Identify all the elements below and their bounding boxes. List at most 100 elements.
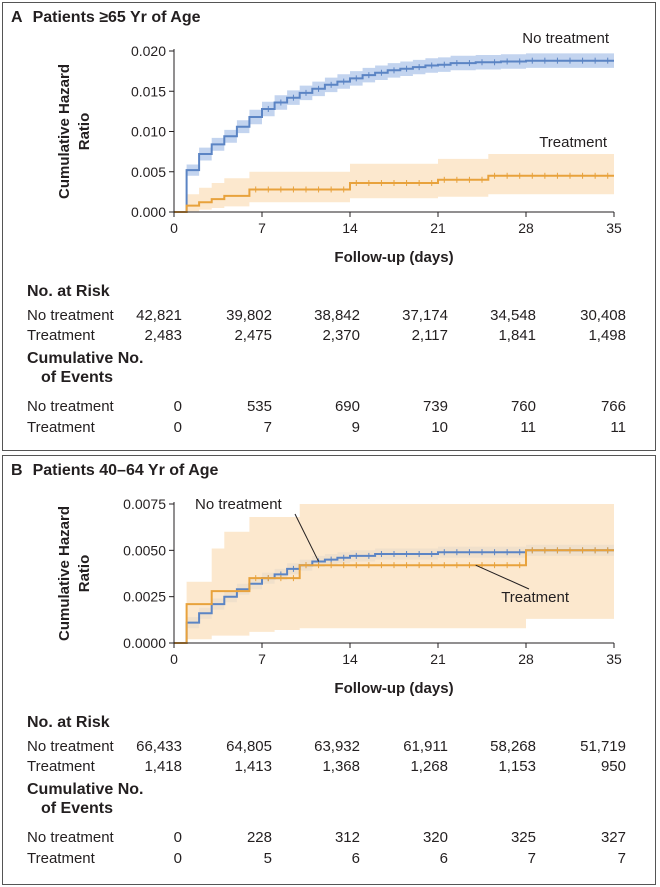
panel-a-risk-row-treatment: Treatment 2,483 2,475 2,370 2,117 1,841 1,498 xyxy=(3,327,657,347)
panel-b-events-row-treatment-label: Treatment xyxy=(27,850,95,867)
panel-b-events-row-no-treatment: No treatment 0 228 312 320 325 327 xyxy=(3,829,657,849)
panel-a-events-row-no-treatment: No treatment 0 535 690 739 760 766 xyxy=(3,398,657,418)
panel-a-risk-row-no-treatment-cell: 38,842 xyxy=(314,307,360,324)
panel-a-risk-row-treatment-cell: 2,475 xyxy=(234,327,272,344)
panel-a-no-treatment-censor-marks xyxy=(267,57,609,112)
panel-b-risk-row-treatment-cell: 1,268 xyxy=(410,758,448,775)
panel-b-treatment-ci-band xyxy=(174,504,614,643)
panel-a-risk-row-treatment-cell: 2,117 xyxy=(411,327,448,344)
panel-a-events-row-no-treatment-label: No treatment xyxy=(27,398,114,415)
panel-b-x-tick-label: 21 xyxy=(430,651,446,667)
panel-a-risk-row-treatment-cell: 1,841 xyxy=(498,327,536,344)
panel-a-events-table-header-2: of Events xyxy=(41,369,114,386)
panel-b-letter: B xyxy=(11,462,23,479)
panel-a-title-text: Patients ≥65 Yr of Age xyxy=(32,9,201,26)
panel-b-events-row-no-treatment-cell: 325 xyxy=(510,829,536,846)
panel-b-x-tick-label: 28 xyxy=(518,651,534,667)
panel-b-events-table-header-1: Cumulative No. xyxy=(27,781,144,798)
panel-b-risk-row-treatment-cell: 950 xyxy=(600,758,626,775)
panel-b-y-tick-label: 0.0075 xyxy=(123,496,166,512)
panel-b-risk-row-treatment-cell: 1,418 xyxy=(144,758,182,775)
panel-b-events-row-treatment-cell: 0 xyxy=(173,850,182,867)
panel-a-risk-row-treatment-cell: 2,483 xyxy=(144,327,182,344)
panel-b-x-tick-label: 35 xyxy=(606,651,622,667)
panel-b-events-row-treatment-cell: 5 xyxy=(263,850,272,867)
panel-b-y-tick-label: 0.0000 xyxy=(123,635,166,651)
panel-a-events-row-no-treatment-cell: 760 xyxy=(510,398,536,415)
panel-a-x-tick-label: 21 xyxy=(430,220,446,236)
panel-b-no-treatment-series-label: No treatment xyxy=(195,496,283,513)
panel-a-risk-row-no-treatment-cell: 34,548 xyxy=(490,307,536,324)
panel-b-risk-row-no-treatment-cell: 66,433 xyxy=(136,738,182,755)
panel-a-events-row-treatment-cell: 11 xyxy=(610,419,626,436)
panel-b-y-axis-label: Cumulative Hazard Ratio xyxy=(56,506,93,641)
panel-b-events-row-no-treatment-cell: 228 xyxy=(246,829,272,846)
panel-a-treatment-line xyxy=(174,174,614,213)
panel-b-events-row-no-treatment-cell: 320 xyxy=(422,829,448,846)
panel-a-events-row-treatment-cell: 7 xyxy=(263,419,272,436)
panel-a-events-row-no-treatment-cell: 535 xyxy=(246,398,272,415)
panel-a-y-tick-label: 0.015 xyxy=(131,83,166,99)
panel-b-risk-row-no-treatment-cell: 63,932 xyxy=(314,738,360,755)
panel-b-risk-row-no-treatment-cell: 51,719 xyxy=(580,738,626,755)
panel-a-y-tick-label: 0.005 xyxy=(131,164,166,180)
panel-a-no-treatment-line xyxy=(174,59,614,213)
panel-b-x-tick-label: 0 xyxy=(170,651,178,667)
panel-a-x-tick-label: 7 xyxy=(258,220,266,236)
panel-b-events-row-treatment-cell: 6 xyxy=(439,850,448,867)
panel-b-risk-row-no-treatment-cell: 61,911 xyxy=(403,738,448,755)
panel-a-title: A Patients ≥65 Yr of Age xyxy=(11,9,201,27)
panel-a-events-row-treatment-cell: 9 xyxy=(351,419,360,436)
panel-a-y-tick-label: 0.000 xyxy=(131,204,166,220)
panel-b-y-tick-label: 0.0050 xyxy=(123,542,166,558)
panel-b-x-tick-label: 14 xyxy=(342,651,358,667)
panel-a-y-axis-label: Cumulative Hazard Ratio xyxy=(56,64,93,199)
panel-a-x-tick-label: 35 xyxy=(606,220,622,236)
panel-a-x-axis-label: Follow-up (days) xyxy=(334,249,453,266)
panel-a-x-tick-label: 28 xyxy=(518,220,534,236)
panel-a-events-row-no-treatment-cell: 690 xyxy=(334,398,360,415)
panel-b-risk-row-no-treatment-cell: 64,805 xyxy=(226,738,272,755)
panel-b-events-row-no-treatment-cell: 327 xyxy=(600,829,626,846)
panel-a-risk-row-no-treatment-cell: 39,802 xyxy=(226,307,272,324)
panel-b-events-row-treatment: Treatment 0 5 6 6 7 7 xyxy=(3,850,657,870)
panel-a-risk-row-treatment-cell: 1,498 xyxy=(588,327,626,344)
panel-b-risk-row-treatment: Treatment 1,418 1,413 1,368 1,268 1,153 950 xyxy=(3,758,657,778)
panel-a-treatment-censor-marks xyxy=(255,172,609,193)
panel-b-title: B Patients 40–64 Yr of Age xyxy=(11,462,218,480)
panel-b-risk-row-treatment-label: Treatment xyxy=(27,758,95,775)
panel-a-events-row-treatment-cell: 11 xyxy=(520,419,536,436)
panel-b-x-tick-label: 7 xyxy=(258,651,266,667)
panel-a-x-tick-label: 0 xyxy=(170,220,178,236)
panel-b-title-text: Patients 40–64 Yr of Age xyxy=(32,462,219,479)
panel-a-risk-row-no-treatment-label: No treatment xyxy=(27,307,114,324)
panel-b-risk-row-no-treatment: No treatment 66,433 64,805 63,932 61,911 58,2… xyxy=(3,738,657,758)
panel-a-events-row-treatment-cell: 0 xyxy=(173,419,182,436)
panel-b-events-row-treatment-cell: 6 xyxy=(351,850,360,867)
panel-b-treatment-series-label: Treatment xyxy=(501,589,570,606)
panel-a-events-row-no-treatment-cell: 0 xyxy=(173,398,182,415)
panel-a-events-row-treatment-cell: 10 xyxy=(431,419,448,436)
panel-a-events-row-treatment: Treatment 0 7 9 10 11 11 xyxy=(3,419,657,439)
panel-b-risk-row-no-treatment-cell: 58,268 xyxy=(490,738,536,755)
panel-b-events-row-no-treatment-label: No treatment xyxy=(27,829,114,846)
panel-a-risk-row-treatment-label: Treatment xyxy=(27,327,95,344)
panel-b-events-row-treatment-cell: 7 xyxy=(617,850,626,867)
panel-b-risk-table-header: No. at Risk xyxy=(27,714,110,731)
panel-a-treatment-series-label: Treatment xyxy=(539,134,608,151)
panel-b-events-table-header-2: of Events xyxy=(41,800,114,817)
panel-a-risk-row-no-treatment-cell: 30,408 xyxy=(580,307,626,324)
panel-b-risk-row-treatment-cell: 1,368 xyxy=(322,758,360,775)
panel-b-plot: 0.0000 0.0025 0.0050 0.0075 0 7 14 21 28 35 Follow… xyxy=(56,496,622,697)
panel-a-y-tick-label: 0.020 xyxy=(131,43,166,59)
panel-a-risk-row-no-treatment: No treatment 42,821 39,802 38,842 37,174 34,5… xyxy=(3,307,657,327)
panel-b: B Patients 40–64 Yr of Age 0.0000 0.0025 0.… xyxy=(2,455,656,885)
panel-a-x-tick-label: 14 xyxy=(342,220,358,236)
panel-b-risk-row-no-treatment-label: No treatment xyxy=(27,738,114,755)
panel-a-letter: A xyxy=(11,9,23,26)
panel-a-risk-row-no-treatment-cell: 37,174 xyxy=(402,307,448,324)
panel-a-risk-row-no-treatment-cell: 42,821 xyxy=(136,307,182,324)
panel-a-y-tick-label: 0.010 xyxy=(131,124,166,140)
panel-b-y-tick-label: 0.0025 xyxy=(123,589,166,605)
panel-b-events-row-no-treatment-cell: 0 xyxy=(173,829,182,846)
